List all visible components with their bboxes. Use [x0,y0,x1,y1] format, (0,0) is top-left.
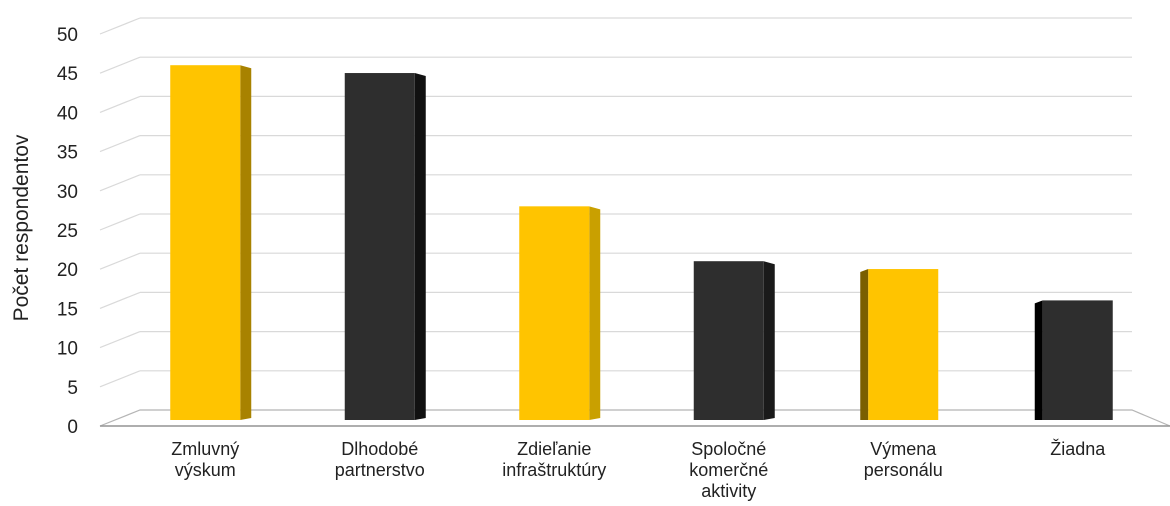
bar-front [693,261,764,420]
gridline-side [99,135,141,153]
bar-side [414,73,426,420]
gridline-side [99,291,141,309]
y-tick-label: 15 [57,299,78,320]
x-category-label: aktivity [701,481,756,501]
y-tick-label: 45 [57,64,78,85]
x-category-label: Výmena [870,439,937,459]
x-category-label: komerčné [689,460,768,480]
bar [170,65,252,420]
bar-front [170,65,241,420]
y-tick-label: 0 [67,417,78,438]
bar-front [344,73,415,420]
bar [344,73,426,420]
floor-plane [99,409,1170,427]
bar [1034,300,1113,420]
bar-side [589,206,601,420]
y-tick-label: 50 [57,25,78,46]
x-category-label: partnerstvo [335,460,425,480]
x-category-label: Žiadna [1050,439,1106,459]
bar [860,269,939,420]
y-tick-label: 10 [57,339,78,360]
y-tick-label: 25 [57,221,78,242]
y-tick-label: 35 [57,143,78,164]
x-category-label: infraštruktúry [502,460,606,480]
chart-floor [99,409,1170,427]
gridline-side [99,331,141,349]
bar [519,206,601,420]
gridline-side [99,213,141,231]
x-category-label: výskum [175,460,236,480]
gridline-side [99,17,141,35]
gridline-side [99,95,141,113]
x-category-label: Zmluvný [171,439,239,459]
gridline-side [99,370,141,388]
y-tick-label: 30 [57,182,78,203]
x-category-label: Dlhodobé [341,439,418,459]
x-category-label: personálu [864,460,943,480]
bar-front [519,206,590,420]
bar-front [868,269,939,420]
y-tick-label: 5 [67,378,78,399]
y-axis-ticks: 0 5 10 15 20 25 30 35 40 45 50 [57,25,78,438]
gridlines [99,17,1132,388]
y-axis-title: Počet respondentov [10,134,33,321]
y-tick-label: 20 [57,260,78,281]
bar [693,261,775,420]
bars [170,65,1113,420]
bar-side [763,261,775,420]
x-category-label: Zdieľanie [517,439,591,459]
bar-side [1034,300,1043,420]
gridline-side [99,174,141,192]
gridline-side [99,56,141,74]
gridline-side [99,252,141,270]
bar-side [240,65,252,420]
bar-front [1042,300,1113,420]
bar-side [860,269,869,420]
x-category-label: Spoločné [691,439,766,459]
y-tick-label: 40 [57,103,78,124]
